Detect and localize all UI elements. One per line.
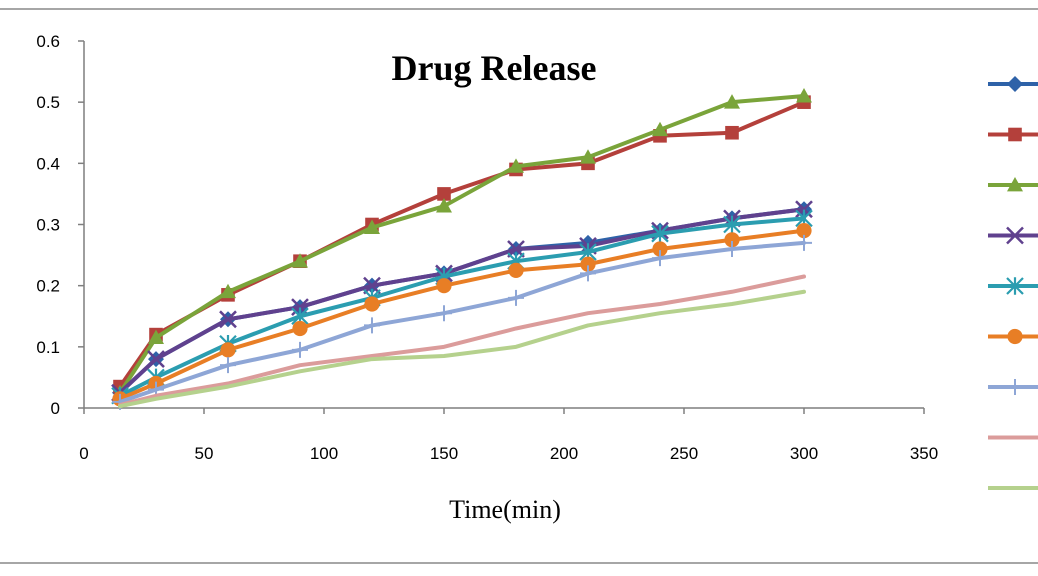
data-point-marker [652, 250, 668, 267]
data-point-marker [292, 253, 308, 268]
y-tick-label: 0.6 [36, 32, 60, 51]
x-tick-label: 250 [670, 444, 698, 463]
data-point-marker [652, 241, 668, 257]
legend [988, 76, 1038, 490]
data-point-marker [723, 215, 741, 234]
x-tick-label: 200 [550, 444, 578, 463]
series-8 [118, 274, 806, 407]
legend-entry [988, 76, 1038, 92]
y-tick-label: 0.5 [36, 93, 60, 112]
data-point-marker [508, 262, 524, 278]
data-point-marker [220, 342, 236, 358]
data-point-marker [652, 121, 668, 137]
x-tick-label: 50 [195, 444, 214, 463]
data-point-marker [220, 283, 236, 299]
series-9 [118, 289, 806, 409]
x-axis-label: Time(min) [449, 495, 561, 524]
data-point-marker [507, 240, 525, 258]
series-3 [112, 88, 812, 400]
data-point-marker [220, 357, 236, 374]
y-tick-label: 0.3 [36, 216, 60, 235]
data-point-marker [436, 278, 452, 294]
data-point-marker [219, 310, 237, 329]
data-point-marker [796, 234, 812, 251]
data-point-marker [724, 94, 740, 109]
data-point-marker [437, 187, 451, 201]
data-point-marker [1006, 226, 1024, 245]
data-point-marker [364, 219, 380, 234]
legend-entry [988, 226, 1038, 245]
data-point-marker [725, 125, 739, 140]
data-point-marker [508, 158, 524, 173]
x-tick-label: 100 [310, 444, 338, 463]
data-point-marker [364, 296, 380, 312]
data-point-marker [724, 240, 740, 257]
legend-entry [988, 277, 1038, 295]
data-point-marker [1008, 127, 1022, 142]
legend-entry [988, 127, 1038, 142]
data-point-marker [1007, 177, 1023, 192]
chart-frame [0, 8, 1038, 564]
data-point-marker [651, 224, 669, 243]
data-point-marker [580, 265, 596, 282]
legend-entry [988, 379, 1038, 395]
data-point-marker [363, 276, 381, 295]
x-tick-label: 300 [790, 444, 818, 463]
data-point-marker [292, 341, 308, 358]
series-layer [111, 88, 813, 410]
series-line [118, 289, 806, 409]
data-point-marker [796, 223, 812, 239]
data-point-marker [436, 305, 452, 322]
y-tick-label: 0.1 [36, 338, 60, 357]
series-6 [112, 223, 812, 407]
data-point-marker [1007, 379, 1023, 395]
data-point-marker [580, 149, 596, 164]
y-tick-label: 0.4 [36, 154, 60, 173]
x-tick-label: 350 [910, 444, 938, 463]
data-point-marker [1007, 76, 1023, 92]
data-point-marker [147, 350, 165, 368]
data-point-marker [292, 320, 308, 337]
data-point-marker [1007, 328, 1023, 345]
data-point-marker [724, 232, 740, 248]
legend-entry [988, 328, 1038, 345]
data-point-marker [1006, 277, 1024, 295]
data-point-marker [436, 198, 452, 213]
data-point-marker [364, 317, 380, 334]
y-tick-label: 0.2 [36, 277, 60, 296]
y-tick-label: 0 [51, 399, 60, 418]
data-point-marker [580, 256, 596, 272]
data-point-marker [148, 329, 164, 345]
axes: 0 0.1 0.2 0.3 0.4 0.5 0.6 0 50 100 150 200 250 300 350 [36, 32, 938, 463]
data-point-marker [508, 289, 524, 306]
x-tick-label: 0 [79, 444, 88, 463]
chart-title: Drug Release [392, 48, 597, 88]
x-tick-label: 150 [430, 444, 458, 463]
legend-entry [988, 177, 1038, 192]
data-point-marker [796, 88, 812, 103]
series-line [118, 274, 806, 407]
